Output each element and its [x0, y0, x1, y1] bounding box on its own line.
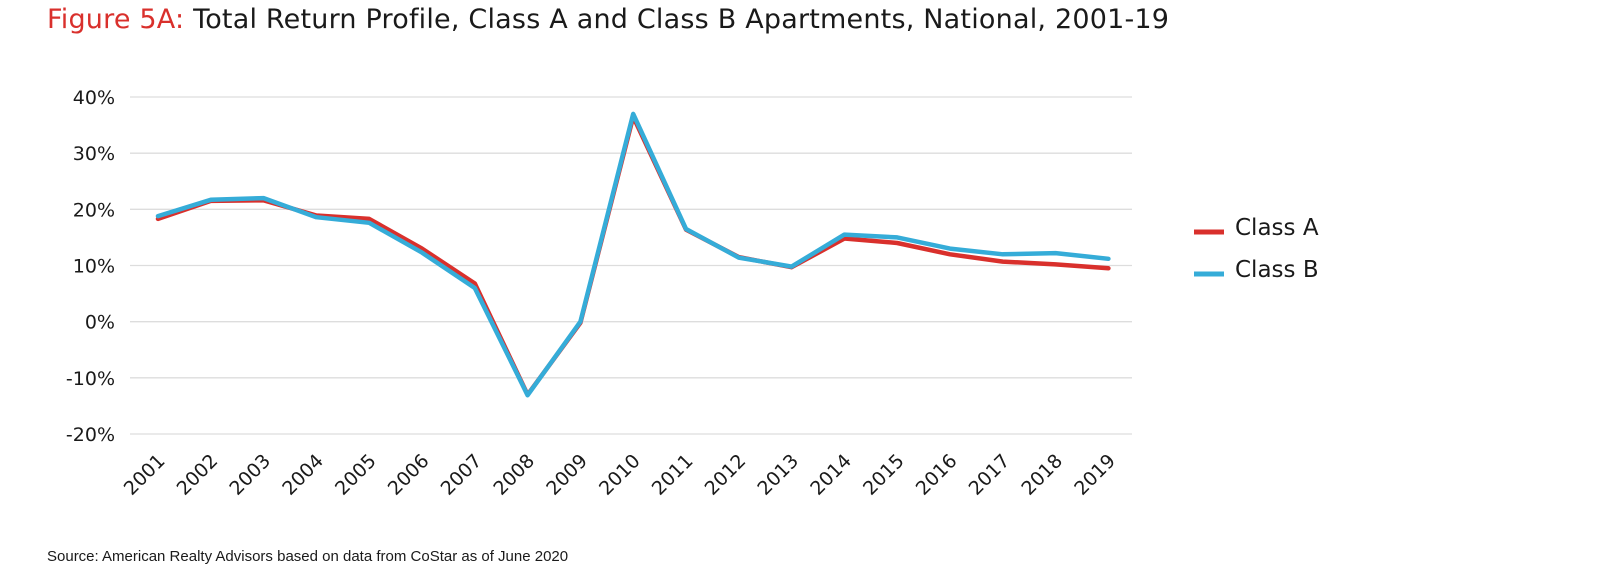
x-axis-ticks: 2001 2002 2003 2004 2005 2006 2007 2008 2009 2010…: [120, 450, 1120, 500]
series-line-class-a: [155, 114, 1111, 397]
x-tick-label: 2007: [437, 450, 487, 500]
y-tick-label: -20%: [66, 424, 115, 446]
x-tick-label: 2011: [648, 450, 698, 500]
x-tick-label: 2015: [859, 450, 909, 500]
x-tick-label: 2008: [489, 450, 539, 500]
x-tick-label: 2003: [225, 450, 275, 500]
x-tick-label: 2013: [753, 450, 803, 500]
x-tick-label: 2010: [595, 450, 645, 500]
x-tick-label: 2012: [701, 450, 751, 500]
series-lines: [155, 111, 1111, 398]
x-tick-label: 2005: [331, 450, 381, 500]
x-tick-label: 2006: [384, 450, 434, 500]
y-tick-label: -10%: [66, 368, 115, 390]
figure-number: Figure 5A:: [47, 4, 185, 35]
legend-label: Class A: [1235, 215, 1319, 241]
figure-title: Total Return Profile, Class A and Class …: [193, 4, 1170, 35]
gridlines: [130, 96, 1132, 435]
x-tick-label: 2002: [173, 450, 223, 500]
y-tick-label: 40%: [73, 87, 115, 109]
y-tick-label: 30%: [73, 143, 115, 165]
x-tick-label: 2018: [1017, 450, 1067, 500]
x-tick-label: 2019: [1070, 450, 1120, 500]
y-tick-label: 10%: [73, 256, 115, 278]
y-tick-label: 20%: [73, 199, 115, 221]
legend: Class A Class B: [1194, 215, 1319, 283]
series-line-class-b: [155, 111, 1111, 398]
x-tick-label: 2004: [278, 450, 328, 500]
y-tick-label: 0%: [85, 312, 115, 334]
x-tick-label: 2014: [806, 450, 856, 500]
x-tick-label: 2016: [912, 450, 962, 500]
y-axis-ticks: 40% 30% 20% 10% 0% -10% -20%: [66, 87, 115, 446]
chart-title: Figure 5A: Total Return Profile, Class A…: [47, 4, 1169, 35]
x-tick-label: 2001: [120, 450, 170, 500]
legend-label: Class B: [1235, 257, 1319, 283]
x-tick-label: 2009: [542, 450, 592, 500]
source-note: Source: American Realty Advisors based o…: [47, 548, 569, 565]
x-tick-label: 2017: [965, 450, 1015, 500]
